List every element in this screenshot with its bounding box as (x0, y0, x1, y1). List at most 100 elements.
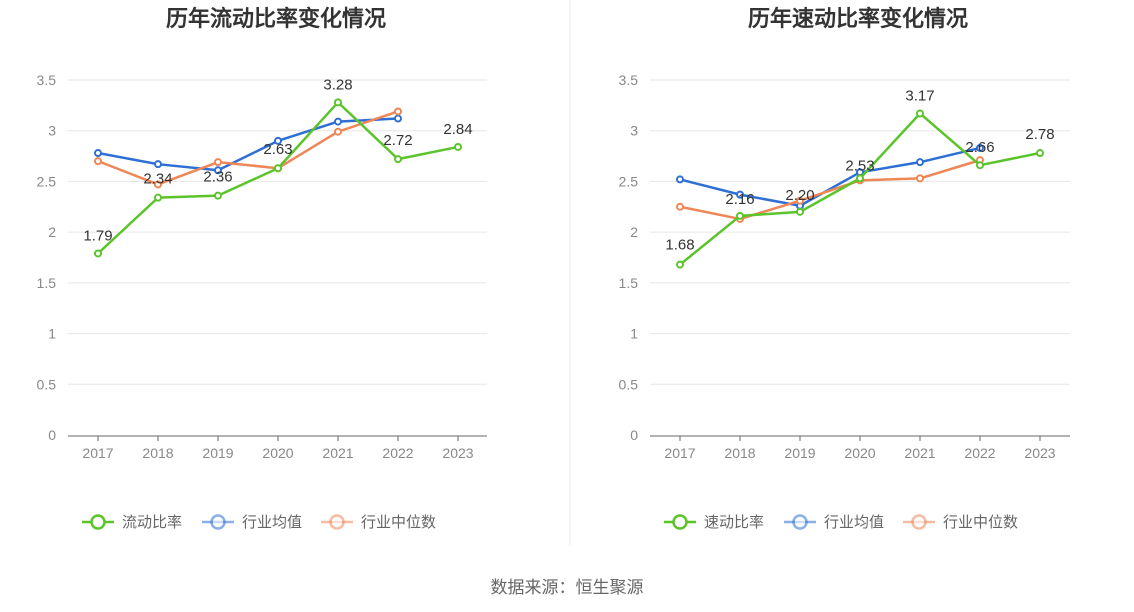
x-tick-label: 2020 (844, 445, 875, 461)
legend-item: 行业均值 (784, 514, 884, 531)
data-label: 2.72 (383, 132, 412, 149)
y-tick-label: 0 (48, 427, 56, 443)
legend-item: 流动比率 (82, 514, 182, 531)
y-tick-label: 1.5 (619, 275, 639, 291)
data-point (334, 127, 342, 136)
data-point (274, 164, 282, 173)
data-point (736, 190, 744, 199)
y-tick-label: 3.5 (37, 72, 57, 88)
y-tick-label: 2 (630, 224, 638, 240)
x-tick-label: 2021 (322, 445, 353, 461)
legend-label: 流动比率 (122, 514, 182, 531)
data-label: 2.53 (845, 157, 874, 174)
y-tick-label: 1 (630, 326, 638, 342)
data-point (394, 114, 402, 123)
data-label: 3.28 (323, 76, 352, 93)
y-tick-label: 0.5 (619, 376, 639, 392)
legend-label: 行业中位数 (943, 514, 1018, 531)
data-point (676, 202, 684, 211)
data-point (334, 98, 342, 107)
x-tick-label: 2019 (784, 445, 815, 461)
series-line (679, 112, 1041, 266)
data-label: 2.20 (785, 187, 814, 204)
series-line (679, 158, 981, 221)
y-tick-label: 2 (48, 224, 56, 240)
chart-title: 历年速动比率变化情况 (748, 6, 968, 31)
x-tick-label: 2022 (964, 445, 995, 461)
legend-marker (911, 514, 927, 530)
data-point (334, 117, 342, 126)
legend-marker (329, 514, 345, 530)
y-tick-label: 1 (48, 326, 56, 342)
data-point (154, 180, 162, 189)
legend-item: 行业均值 (202, 514, 302, 531)
legend-marker (672, 514, 688, 530)
data-point (394, 155, 402, 164)
data-point (916, 174, 924, 183)
legend-label: 行业中位数 (361, 514, 436, 531)
data-point (976, 161, 984, 170)
x-tick-label: 2020 (262, 445, 293, 461)
data-label: 2.78 (1025, 126, 1054, 143)
y-tick-label: 3 (630, 123, 638, 139)
series-line (97, 117, 399, 172)
y-tick-label: 1.5 (37, 275, 57, 291)
data-label: 2.16 (725, 191, 754, 208)
data-point (94, 157, 102, 166)
y-tick-label: 3 (48, 123, 56, 139)
data-point (916, 109, 924, 118)
legend-label: 行业均值 (824, 514, 884, 531)
x-tick-label: 2022 (382, 445, 413, 461)
data-point (214, 166, 222, 175)
data-label: 2.63 (263, 141, 292, 158)
source-note: 数据来源：恒生聚源 (491, 578, 644, 597)
data-label: 2.34 (143, 171, 172, 188)
series-line (679, 146, 981, 208)
x-tick-label: 2021 (904, 445, 935, 461)
data-label: 2.36 (203, 169, 232, 186)
data-point (454, 142, 462, 151)
legend-marker (90, 514, 106, 530)
data-label: 3.17 (905, 87, 934, 104)
x-tick-label: 2023 (1024, 445, 1055, 461)
data-label: 1.79 (83, 227, 112, 244)
data-point (154, 193, 162, 202)
data-point (796, 207, 804, 216)
data-label: 2.84 (443, 121, 472, 138)
x-tick-label: 2018 (724, 445, 755, 461)
data-point (856, 174, 864, 183)
data-point (796, 196, 804, 205)
legend-item: 行业中位数 (903, 514, 1018, 531)
data-point (94, 149, 102, 158)
data-point (676, 175, 684, 184)
data-point (274, 136, 282, 145)
y-tick-label: 2.5 (37, 173, 57, 189)
data-label: 1.68 (665, 237, 694, 254)
legend-marker (792, 514, 808, 530)
data-point (736, 211, 744, 220)
data-point (976, 143, 984, 152)
data-point (154, 160, 162, 169)
legend-item: 速动比率 (664, 514, 764, 531)
data-point (394, 107, 402, 116)
x-tick-label: 2017 (664, 445, 695, 461)
x-tick-label: 2019 (202, 445, 233, 461)
data-point (214, 191, 222, 200)
y-tick-label: 3.5 (619, 72, 639, 88)
chart-1: 历年流动比率变化情况 0 0.5 1 1.5 2 2.5 3 3.5 2017 2018 2019 20… (37, 6, 487, 531)
legend-label: 速动比率 (704, 514, 764, 531)
y-tick-label: 2.5 (619, 173, 639, 189)
legend-label: 行业均值 (242, 514, 302, 531)
data-point (916, 158, 924, 167)
y-tick-label: 0.5 (37, 376, 57, 392)
legend-item: 行业中位数 (321, 514, 436, 531)
x-tick-label: 2017 (82, 445, 113, 461)
x-tick-label: 2023 (442, 445, 473, 461)
data-point (214, 158, 222, 167)
data-point (676, 260, 684, 269)
data-label: 2.66 (965, 139, 994, 156)
y-tick-label: 0 (630, 427, 638, 443)
